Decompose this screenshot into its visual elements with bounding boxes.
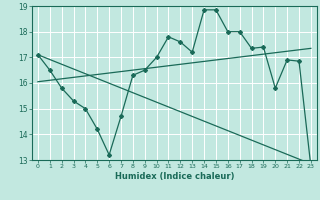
X-axis label: Humidex (Indice chaleur): Humidex (Indice chaleur): [115, 172, 234, 181]
